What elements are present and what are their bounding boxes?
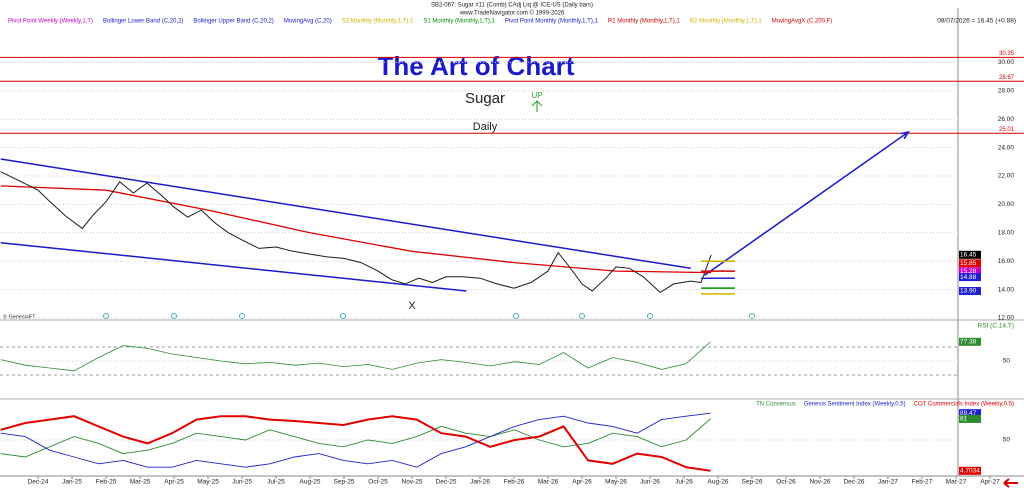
value-tag-label: 81	[960, 416, 968, 423]
x-tick-label: Aug-26	[708, 479, 729, 486]
x-tick-label: Apr-26	[572, 479, 592, 486]
annotation: X	[408, 300, 416, 312]
y-tick-label: 30.00	[998, 59, 1015, 66]
y-tick-label: 50	[1003, 437, 1011, 444]
x-tick-label: Dec-26	[843, 479, 864, 486]
signal-text: UP	[531, 91, 542, 100]
y-tick-label: 24.00	[998, 144, 1015, 151]
legend-item: Pivot Point Monthly (Monthly,1,T),1	[505, 19, 599, 25]
x-tick-label: May-26	[605, 479, 627, 486]
y-tick-label: 50	[1003, 358, 1011, 365]
legend-item: Bollinger Lower Band (C,20,2)	[103, 19, 183, 25]
legend-item: S2 Monthly (Monthly,1,T),1	[342, 19, 414, 25]
y-tick-label: 26.00	[998, 116, 1015, 123]
trendline	[0, 241, 467, 292]
rsi-line	[0, 341, 711, 372]
x-tick-label: Mar-27	[946, 479, 967, 486]
legend-item: MovingAvg (C,20)	[284, 19, 332, 25]
y-tick-label: 14.00	[998, 286, 1015, 293]
x-tick-label: Jan-27	[878, 479, 898, 486]
value-tag	[959, 250, 981, 259]
level-label: 30.35	[999, 51, 1015, 57]
x-tick-label: Jul-26	[675, 479, 693, 486]
y-tick-label: 22.00	[998, 173, 1015, 180]
x-tick-label: Feb-27	[912, 479, 933, 486]
panel-title: RSI (C,14,T)	[978, 323, 1014, 330]
legend-item: MovingAvgX (C,200,F)	[772, 19, 833, 25]
legend-item: R1 Monthly (Monthly,1,T),1	[608, 19, 681, 25]
moving-average	[0, 185, 712, 274]
y-tick-label: 28.00	[998, 88, 1015, 95]
legend-item: Pivot Point Weekly (Weekly,1,T)	[8, 19, 93, 25]
sentiment-line	[0, 412, 711, 468]
signal-arrow	[531, 100, 543, 112]
value-tag	[959, 287, 981, 296]
x-tick-label: Mar-26	[538, 479, 559, 486]
value-tag	[959, 273, 981, 282]
header-site: www.TradeNavigator.com © 1999-2026	[459, 10, 565, 17]
header-symbol: SB2-067: Sugar #11 (Comb) CAdj Liq @ ICE…	[431, 3, 593, 9]
credit: © GenesisFT	[3, 313, 36, 320]
scroll-arrow	[1003, 478, 1018, 488]
legend-item: R2 Monthly (Monthly,1,T),1	[690, 19, 763, 25]
legend-item: COT Commercials Index (Weekly,0.5)	[914, 402, 1014, 408]
y-tick-label: 16.00	[998, 258, 1015, 265]
x-tick-label: Feb-26	[504, 479, 525, 486]
x-tick-label: Nov-26	[809, 479, 830, 486]
x-tick-label: Jun-25	[232, 479, 252, 486]
chart-subtitle: Sugar	[465, 90, 505, 107]
x-tick-label: May-25	[197, 479, 219, 486]
y-tick-label: 20.00	[998, 201, 1015, 208]
legend-item: Bollinger Upper Band (C,20,2)	[193, 19, 273, 25]
x-tick-label: Apr-27	[980, 479, 1000, 486]
level-label: 28.67	[999, 75, 1015, 81]
value-tag-label: 14.88	[960, 274, 977, 281]
chart-title: The Art of Chart	[378, 51, 575, 81]
x-tick-label: Dec-24	[28, 479, 49, 486]
x-tick-label: Oct-26	[776, 479, 796, 486]
x-tick-label: Feb-25	[96, 479, 117, 486]
sentiment-line	[0, 415, 711, 472]
level-label: 25.01	[999, 127, 1015, 133]
value-tag	[959, 259, 981, 268]
value-tag-label: 4.7034	[960, 468, 980, 475]
legend-item: TN Consensus	[756, 402, 796, 408]
price-line	[0, 171, 712, 294]
y-tick-label: 18.00	[998, 230, 1015, 237]
x-tick-label: Sep-26	[742, 479, 763, 486]
value-tag-label: 16.45	[960, 252, 977, 259]
value-tag-label: 77.38	[960, 339, 977, 346]
trendline	[703, 131, 909, 277]
x-tick-label: Dec-25	[436, 479, 457, 486]
trendline	[0, 158, 691, 270]
x-tick-label: Nov-25	[402, 479, 423, 486]
sentiment-line	[0, 418, 711, 458]
x-tick-label: Jan-25	[62, 479, 82, 486]
value-tag-label: 15.28	[960, 268, 977, 275]
interval-text: Daily	[473, 121, 498, 133]
legend-item: S1 Monthly (Monthly,1,T),1	[423, 19, 495, 25]
value-tag	[959, 337, 981, 346]
value-tag-label: 89.47	[960, 410, 977, 417]
legend-item: Genesis Sentiment Index (Weekly,0.5)	[804, 402, 906, 408]
value-tag	[959, 267, 981, 276]
last-quote: 08/07/2026 = 16.45 (+0.88)	[937, 18, 1016, 25]
x-tick-label: Aug-25	[300, 479, 321, 486]
x-tick-label: Sep-25	[334, 479, 355, 486]
value-tag-label: 13.90	[960, 288, 977, 295]
value-tag-label: 15.85	[960, 260, 977, 267]
value-tag	[959, 466, 981, 475]
y-tick-label: 12.00	[998, 315, 1015, 322]
x-tick-label: Jan-26	[470, 479, 490, 486]
x-tick-label: Mar-25	[130, 479, 151, 486]
x-tick-label: Apr-25	[164, 479, 184, 486]
x-tick-label: Jun-26	[640, 479, 660, 486]
arrow-head	[900, 130, 910, 140]
x-tick-label: Oct-25	[368, 479, 388, 486]
value-tag	[959, 409, 981, 418]
x-tick-label: Jul-25	[267, 479, 285, 486]
value-tag	[959, 414, 981, 423]
